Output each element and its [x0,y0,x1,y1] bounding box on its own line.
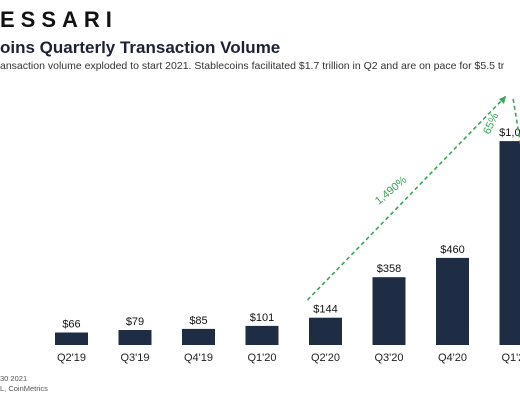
category-label-Q319: Q3'19 [120,352,149,364]
value-label-Q121: $1,077 [499,127,520,139]
category-labels-group: Q2'19 Q3'19 Q4'19 Q1'20 Q2'20 Q3'20 Q4'20 Q1'21 [57,352,520,364]
value-label-Q220: $144 [313,304,337,316]
category-label-Q420: Q4'20 [438,352,467,364]
bar-Q219 [55,332,88,345]
bar-Q320 [372,277,406,345]
chart-title: oins Quarterly Transaction Volume [0,38,281,57]
growth-annotations-group: 1,490%65% [306,95,520,301]
growth-arrowhead-1490 [499,96,506,104]
category-label-Q220: Q2'20 [311,352,340,364]
brand-logo-text: ESSARI [0,7,118,32]
bar-Q220 [309,317,342,345]
category-label-Q419: Q4'19 [184,352,213,364]
bar-Q420 [436,257,469,345]
bars-group [55,141,520,345]
value-label-Q420: $460 [440,244,464,256]
growth-arrow-line-1490 [306,95,507,301]
growth-arrow-line-65 [512,97,520,146]
category-label-Q121: Q1'21 [501,352,520,364]
footnote-source: L, CoinMetrics [0,384,48,393]
value-label-Q419: $85 [189,315,207,327]
value-label-Q320: $358 [377,263,401,275]
bar-Q120 [245,325,279,345]
value-label-Q120: $101 [250,312,274,324]
bar-Q121 [499,141,520,345]
category-label-Q219: Q2'19 [57,352,86,364]
value-label-Q219: $66 [62,319,80,331]
bar-Q319 [118,330,152,345]
growth-label-1490: 1,490% [373,174,409,207]
category-label-Q320: Q3'20 [374,352,403,364]
chart-subtitle: ansaction volume exploded to start 2021.… [0,60,505,72]
value-label-Q319: $79 [126,316,144,328]
category-label-Q120: Q1'20 [247,352,276,364]
value-labels-group: $66 $79 $85 $101 $144 $358 $460 $1,077 [62,127,520,330]
footnote-date: 30 2021 [0,374,28,383]
bar-Q419 [182,328,215,345]
